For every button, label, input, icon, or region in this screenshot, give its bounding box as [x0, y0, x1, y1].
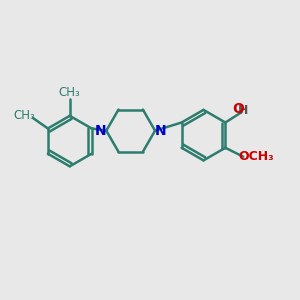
Text: CH₃: CH₃ [13, 109, 35, 122]
Text: O: O [232, 101, 244, 116]
Text: N: N [95, 124, 107, 138]
Text: CH₃: CH₃ [59, 86, 81, 99]
Text: OCH₃: OCH₃ [239, 150, 274, 163]
Text: H: H [238, 104, 248, 117]
Text: N: N [154, 124, 166, 138]
